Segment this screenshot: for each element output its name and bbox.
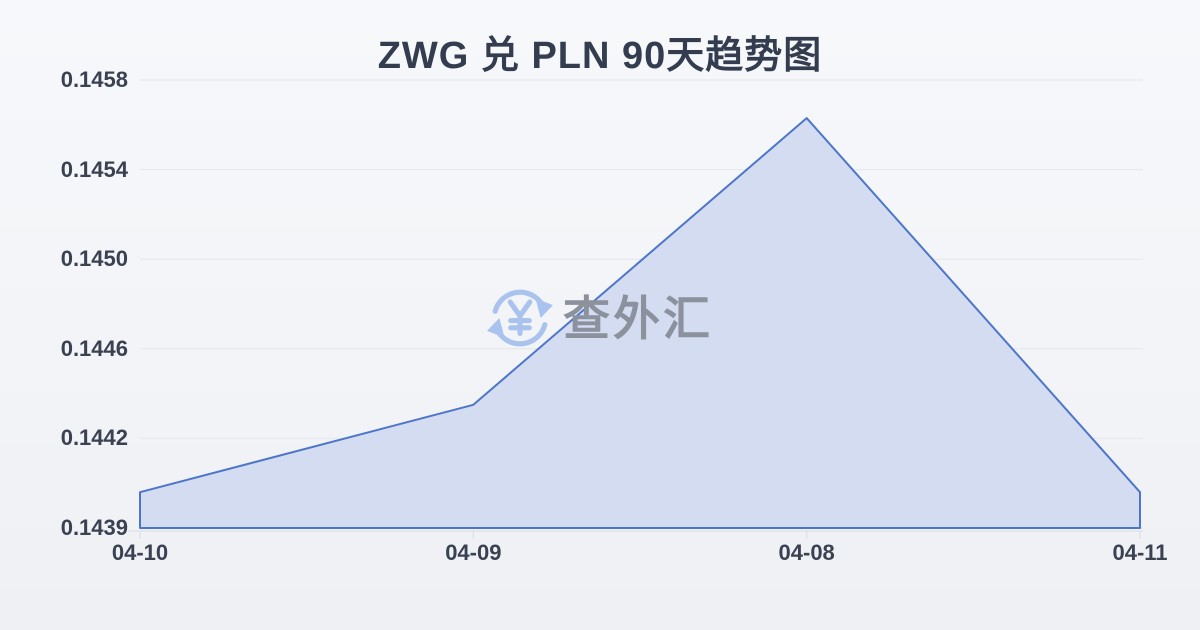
chart-title: ZWG 兑 PLN 90天趋势图 <box>377 35 823 77</box>
x-axis-tick-label: 04-08 <box>778 540 835 565</box>
x-axis-tick-label: 04-10 <box>111 540 169 565</box>
area-series <box>139 117 1141 529</box>
x-axis-tick-label: 04-11 <box>1112 540 1168 565</box>
y-axis-tick-label: 0.1446 <box>60 335 128 361</box>
x-axis-tick-label: 04-09 <box>445 540 502 565</box>
y-axis-tick-label: 0.1442 <box>60 425 128 451</box>
y-axis-tick-label: 0.1458 <box>60 67 128 92</box>
y-axis-tick-label: 0.1454 <box>60 156 128 182</box>
y-axis-tick-label: 0.1450 <box>60 246 128 272</box>
y-axis-tick-label: 0.1439 <box>60 515 128 540</box>
